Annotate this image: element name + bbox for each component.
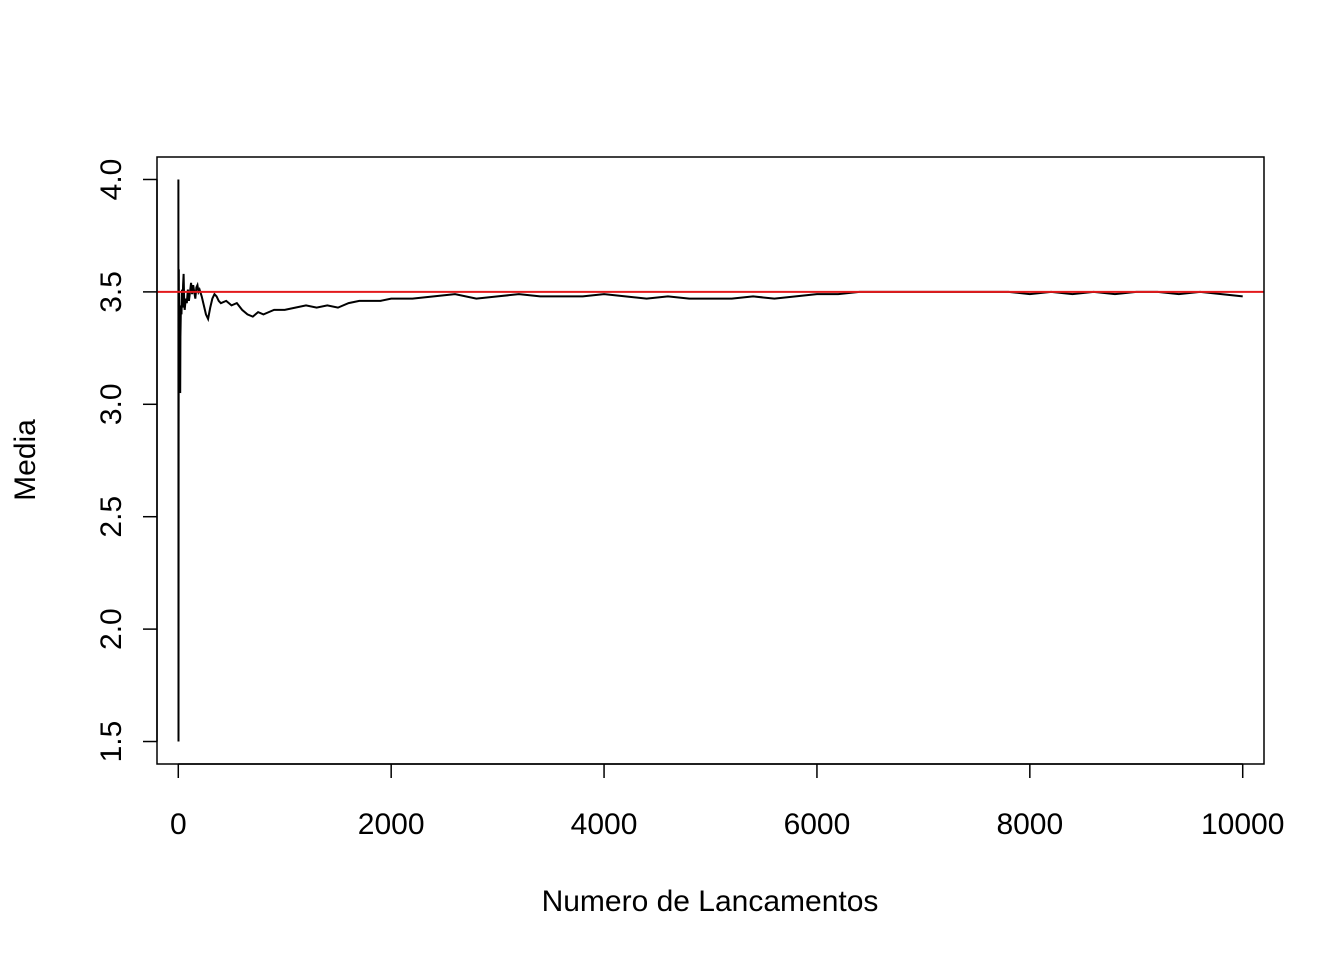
- y-tick-label: 3.0: [95, 383, 128, 425]
- x-tick-label: 0: [170, 808, 187, 841]
- plot-frame: [156, 156, 1265, 765]
- y-axis-label: Media: [9, 419, 42, 501]
- series-line-running-mean: [177, 179, 1243, 742]
- y-tick-label: 3.5: [95, 271, 128, 313]
- x-tick-label: 10000: [1201, 808, 1284, 841]
- y-tick-label: 2.0: [95, 608, 128, 650]
- x-axis-label: Numero de Lancamentos: [542, 885, 879, 918]
- ticks: 0 2000 4000 6000 8000 10000 1.5 2.0 2.5 3.0 3.5 4.0: [95, 159, 1284, 841]
- y-tick-label: 1.5: [95, 721, 128, 763]
- x-tick-label: 2000: [358, 808, 425, 841]
- x-tick-label: 4000: [571, 808, 638, 841]
- x-tick-label: 6000: [784, 808, 851, 841]
- y-tick-label: 4.0: [95, 159, 128, 201]
- y-tick-label: 2.5: [95, 496, 128, 538]
- x-tick-label: 8000: [996, 808, 1063, 841]
